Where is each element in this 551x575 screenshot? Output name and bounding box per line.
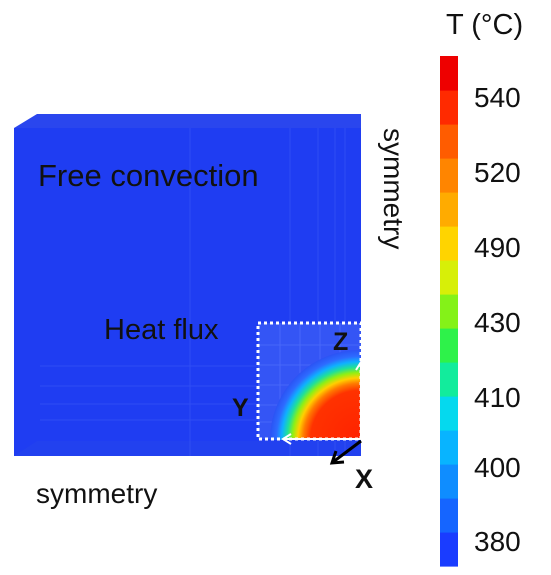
symmetry-right-label: symmetry — [378, 128, 409, 249]
colorbar-tick-label: 520 — [474, 157, 521, 188]
colorbar-swatch — [440, 328, 458, 363]
colorbar-swatch — [440, 430, 458, 465]
colorbar-title: T (°C) — [446, 9, 523, 41]
axis-y-label: Y — [232, 394, 249, 422]
colorbar-swatch — [440, 362, 458, 397]
block-bottom-edge — [14, 441, 361, 456]
colorbar-swatch — [440, 192, 458, 227]
axis-x-label: X — [355, 464, 373, 494]
colorbar-swatch — [440, 56, 458, 91]
colorbar-ticks: 540 520 490 430 410 400 380 — [474, 82, 521, 557]
colorbar-tick-label: 490 — [474, 232, 521, 263]
axis-triad — [281, 360, 367, 445]
block-model — [14, 114, 363, 456]
colorbar-tick-label: 540 — [474, 82, 521, 113]
colorbar-tick-label: 410 — [474, 382, 521, 413]
heat-flux-label: Heat flux — [104, 314, 219, 346]
colorbar-swatch — [440, 396, 458, 431]
colorbar-tick-label: 380 — [474, 526, 521, 557]
colorbar-tick-label: 400 — [474, 452, 521, 483]
colorbar-swatch — [440, 124, 458, 159]
colorbar-swatch — [440, 226, 458, 261]
colorbar-swatch — [440, 532, 458, 567]
colorbar-swatch — [440, 158, 458, 193]
block-top-face — [14, 114, 361, 128]
hot-zone — [270, 350, 360, 440]
colorbar-swatch — [440, 464, 458, 499]
colorbar: T (°C) 540 520 490 430 410 400 380 — [440, 9, 523, 567]
colorbar-swatch — [440, 260, 458, 295]
colorbar-swatch — [440, 90, 458, 125]
axis-z-label: Z — [333, 328, 348, 356]
colorbar-swatch — [440, 498, 458, 533]
colorbar-swatches — [440, 56, 458, 567]
colorbar-tick-label: 430 — [474, 307, 521, 338]
symmetry-bottom-label: symmetry — [36, 478, 157, 509]
colorbar-swatch — [440, 294, 458, 329]
free-convection-label: Free convection — [38, 158, 259, 193]
x-axis-arrow — [329, 439, 362, 465]
